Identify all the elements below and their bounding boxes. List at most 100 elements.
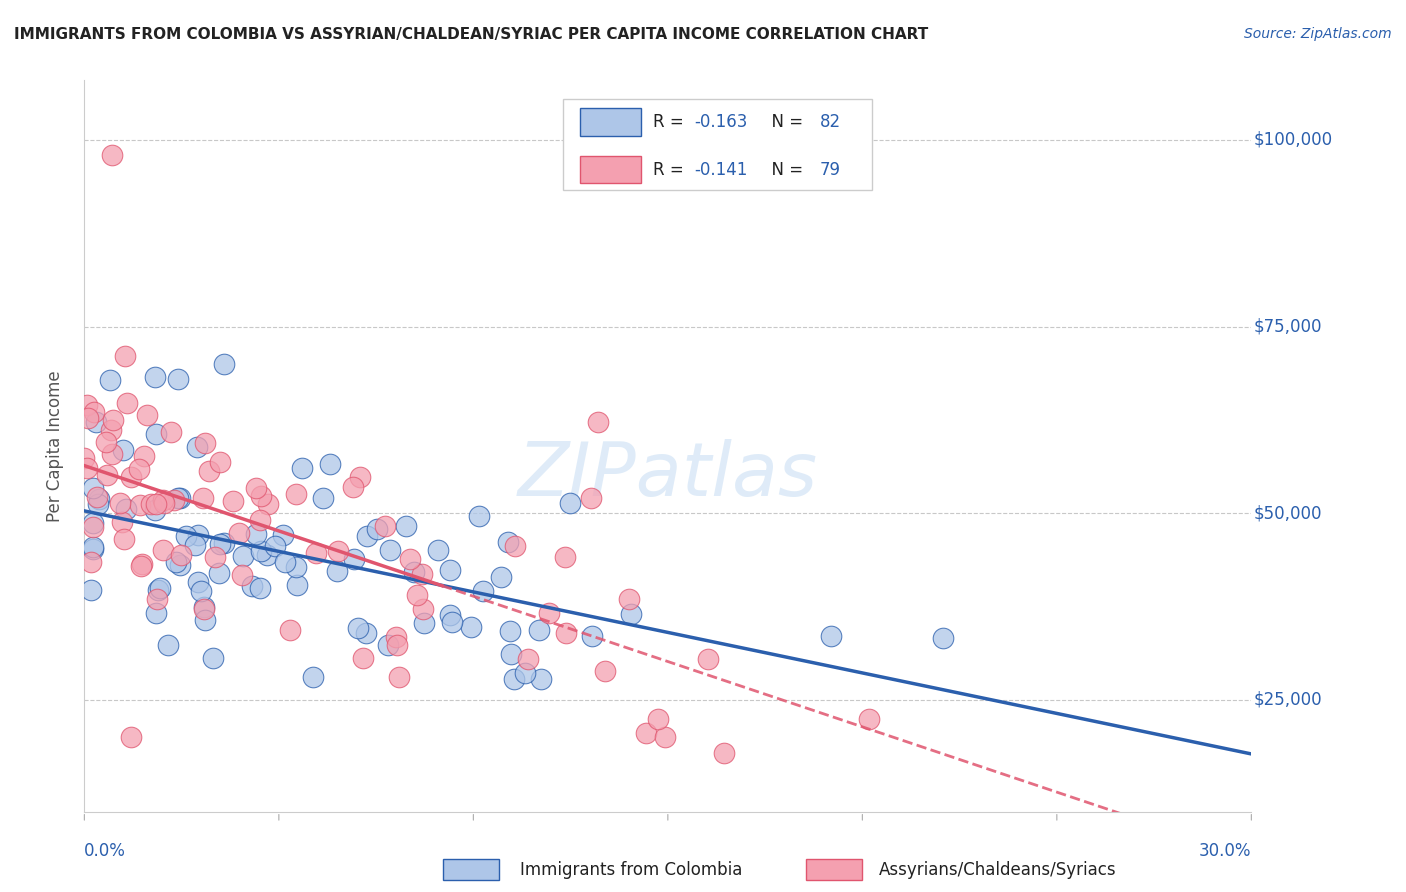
Point — [198, 464, 221, 478]
Point — [209, 455, 232, 469]
Text: ZIPatlas: ZIPatlas — [517, 439, 818, 511]
Point — [101, 413, 124, 427]
Point — [76, 398, 98, 412]
Point — [190, 584, 212, 599]
Point — [696, 652, 718, 666]
Point — [120, 730, 142, 744]
Point — [112, 532, 135, 546]
Text: 0.0%: 0.0% — [84, 841, 127, 860]
Point — [145, 426, 167, 441]
Point — [86, 490, 108, 504]
Point — [291, 461, 314, 475]
Point — [193, 491, 215, 505]
Point — [342, 480, 364, 494]
Point — [496, 534, 519, 549]
Point — [100, 148, 122, 162]
Point — [170, 548, 193, 562]
Point — [634, 726, 657, 740]
Point — [503, 539, 526, 553]
Point — [148, 582, 170, 597]
Point — [100, 423, 122, 437]
Point — [82, 540, 104, 554]
Point — [318, 457, 340, 471]
Point — [301, 670, 323, 684]
Text: 30.0%: 30.0% — [1199, 841, 1251, 860]
Text: R =: R = — [652, 161, 689, 178]
Point — [581, 629, 603, 643]
Point — [530, 672, 553, 686]
Point — [326, 564, 349, 578]
Point — [86, 497, 108, 511]
Point — [82, 516, 104, 530]
Point — [617, 592, 640, 607]
Point — [385, 630, 408, 644]
FancyBboxPatch shape — [562, 99, 872, 190]
Text: -0.163: -0.163 — [695, 113, 748, 131]
Point — [187, 575, 209, 590]
Point — [257, 497, 280, 511]
Point — [713, 746, 735, 760]
Point — [558, 496, 581, 510]
Point — [356, 625, 378, 640]
FancyBboxPatch shape — [581, 155, 641, 184]
Point — [174, 529, 197, 543]
Point — [186, 440, 208, 454]
Point — [193, 436, 215, 450]
Point — [593, 664, 616, 678]
Point — [554, 550, 576, 565]
Point — [395, 519, 418, 533]
Point — [399, 551, 422, 566]
Point — [169, 558, 191, 573]
Point — [73, 451, 96, 466]
Point — [352, 651, 374, 665]
Point — [143, 370, 166, 384]
Point — [82, 520, 104, 534]
Point — [467, 509, 489, 524]
Point — [527, 623, 550, 637]
Text: Assyrians/Chaldeans/Syriacs: Assyrians/Chaldeans/Syriacs — [879, 861, 1116, 879]
Point — [94, 434, 117, 449]
Point — [256, 548, 278, 562]
Point — [245, 481, 267, 495]
Point — [647, 713, 669, 727]
Point — [143, 503, 166, 517]
Point — [380, 542, 402, 557]
Point — [100, 447, 122, 461]
Text: R =: R = — [652, 113, 689, 131]
Point — [79, 555, 101, 569]
Point — [156, 638, 179, 652]
Point — [412, 601, 434, 615]
Text: Source: ZipAtlas.com: Source: ZipAtlas.com — [1244, 27, 1392, 41]
Point — [228, 526, 250, 541]
Point — [141, 497, 163, 511]
Point — [250, 544, 273, 558]
Point — [202, 650, 225, 665]
Point — [441, 615, 464, 630]
Point — [554, 626, 576, 640]
Point — [858, 712, 880, 726]
Text: -0.141: -0.141 — [695, 161, 748, 178]
Point — [439, 608, 461, 623]
Point — [411, 567, 433, 582]
Point — [820, 629, 842, 643]
Point — [374, 518, 396, 533]
Point — [402, 566, 425, 580]
Point — [537, 606, 560, 620]
Point — [501, 647, 523, 661]
Point — [166, 372, 188, 386]
Point — [115, 502, 138, 516]
Point — [366, 522, 388, 536]
Point — [82, 481, 104, 495]
Text: N =: N = — [761, 161, 808, 178]
Point — [128, 462, 150, 476]
Point — [79, 582, 101, 597]
Point — [145, 497, 167, 511]
Text: 82: 82 — [820, 113, 841, 131]
Point — [388, 670, 411, 684]
Point — [165, 555, 187, 569]
Point — [193, 601, 215, 615]
Point — [249, 513, 271, 527]
Point — [249, 581, 271, 595]
Point — [377, 638, 399, 652]
Point — [222, 494, 245, 508]
